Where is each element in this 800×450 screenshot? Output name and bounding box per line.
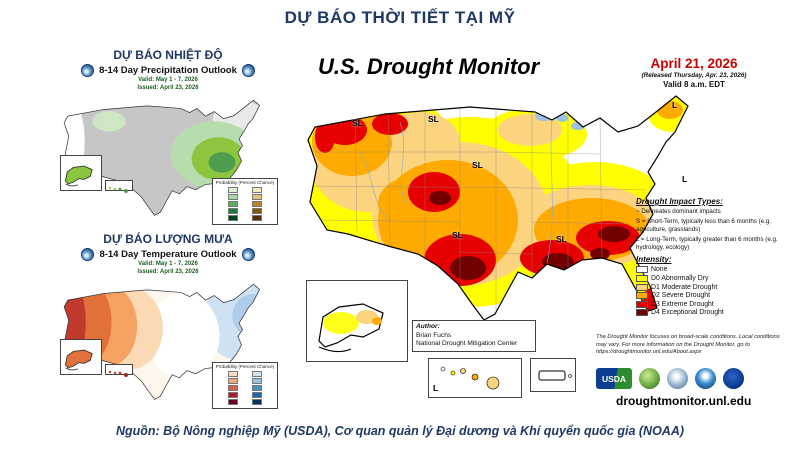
drought-released-line: (Released Thursday, Apr. 23, 2026) <box>641 72 747 79</box>
temp-valid-line: Valid: May 1 - 7, 2026 <box>138 261 198 267</box>
precip-hawaii-inset <box>105 180 133 193</box>
precip-alaska-inset <box>60 155 102 191</box>
drought-website: droughtmonitor.unl.edu <box>616 394 752 408</box>
temp-outlook-panel: 8-14 Day Temperature Outlook Valid: May … <box>58 247 278 411</box>
precip-legend-above-column <box>228 186 238 222</box>
temp-legend-title: Probability (Percent Chance) <box>215 363 275 369</box>
noaa-logo-icon <box>81 63 95 77</box>
intensity-swatch <box>636 309 648 317</box>
drought-conus-map: SL SL SL SL SL L L <box>300 82 720 327</box>
intensity-item: D1 Moderate Drought <box>636 283 786 291</box>
temp-map-title: 8-14 Day Temperature Outlook <box>99 248 237 260</box>
temp-legend: Probability (Percent Chance) <box>212 361 278 409</box>
drought-valid-line: Valid 8 a.m. EDT <box>663 80 725 89</box>
drought-region-label: SL <box>472 160 483 170</box>
ndmc-logo <box>639 368 660 389</box>
precip-map-title: 8-14 Day Precipitation Outlook <box>99 64 237 76</box>
drought-monitor-title: U.S. Drought Monitor <box>318 54 540 79</box>
impact-types-heading: Drought Impact Types: <box>636 197 723 206</box>
drought-date-block: April 21, 2026 (Released Thursday, Apr. … <box>606 56 782 89</box>
impact-long-term: L = Long-Term, typically greater than 6 … <box>636 236 778 252</box>
drought-fine-print: The Drought Monitor focuses on broad-sca… <box>596 334 780 356</box>
state-borders <box>310 107 647 315</box>
drought-logos: USDA <box>596 368 744 389</box>
precip-legend: Probability (Percent Chance) <box>212 177 278 225</box>
drought-region-label: SL <box>428 114 439 124</box>
usda-logo: USDA <box>596 368 632 389</box>
precip-legend-below-column <box>252 186 262 222</box>
intensity-swatch <box>636 266 648 274</box>
drought-hawaii-inset: L <box>428 358 522 398</box>
drought-region-label: SL <box>452 230 463 240</box>
intensity-heading: Intensity: <box>636 255 672 265</box>
intensity-item: D2 Severe Drought <box>636 292 786 300</box>
author-org: National Drought Mitigation Center <box>416 340 518 348</box>
temp-alaska-inset <box>60 339 102 375</box>
precip-legend-title: Probability (Percent Chance) <box>215 179 275 185</box>
intensity-swatch <box>636 292 648 300</box>
intensity-item: D3 Extreme Drought <box>636 300 786 308</box>
impact-short-term: S = Short-Term, typically less than 6 mo… <box>636 218 771 234</box>
nasa-logo <box>723 368 744 389</box>
noaa-logo-icon <box>241 247 255 261</box>
temp-legend-above-column <box>228 370 238 406</box>
drought-region-label: SL <box>556 234 567 244</box>
noaa-logo-icon <box>81 247 95 261</box>
precip-title-row: 8-14 Day Precipitation Outlook <box>58 63 278 77</box>
source-caption: Nguồn: Bộ Nông nghiệp Mỹ (USDA), Cơ quan… <box>115 424 685 438</box>
intensity-item: None <box>636 266 786 274</box>
author-label: Author: <box>416 323 440 330</box>
unl-logo <box>667 368 688 389</box>
temp-panel-heading: DỰ BÁO LƯỢNG MƯA <box>103 232 233 246</box>
drought-region-label: L <box>682 174 688 184</box>
drought-region-label: L <box>433 383 439 393</box>
page-title: DỰ BÁO THỜI TIẾT TẠI MỸ <box>284 8 516 27</box>
temp-title-row: 8-14 Day Temperature Outlook <box>58 247 278 261</box>
intensity-item: D0 Abnormally Dry <box>636 274 786 282</box>
precip-panel-heading: DỰ BÁO NHIỆT ĐỘ <box>113 48 223 62</box>
intensity-item: D4 Exceptional Drought <box>636 309 786 317</box>
temp-legend-below-column <box>252 370 262 406</box>
author-name: Brian Fuchs <box>416 331 452 339</box>
intensity-swatch <box>636 283 648 291</box>
precip-issued-line: Issued: April 23, 2026 <box>137 84 199 91</box>
temp-issued-line: Issued: April 23, 2026 <box>137 268 199 275</box>
drought-legend: Drought Impact Types: ~ Delineates domin… <box>636 194 786 318</box>
intensity-swatch <box>636 274 648 282</box>
drought-region-label: L <box>672 100 678 110</box>
drought-puerto-rico-inset <box>530 358 576 392</box>
drought-author-box: Author: Brian Fuchs National Drought Mit… <box>412 320 536 352</box>
precip-valid-line: Valid: May 1 - 7, 2026 <box>138 77 198 83</box>
temp-hawaii-inset <box>105 364 133 377</box>
drought-date: April 21, 2026 <box>650 56 738 71</box>
noaa-logo <box>695 368 716 389</box>
drought-region-label: SL <box>352 118 363 128</box>
intensity-swatch <box>636 300 648 308</box>
drought-alaska-inset <box>306 280 408 362</box>
precip-outlook-panel: 8-14 Day Precipitation Outlook Valid: Ma… <box>58 63 278 227</box>
impact-delineates: ~ Delineates dominant impacts <box>636 208 721 215</box>
noaa-logo-icon <box>241 63 255 77</box>
